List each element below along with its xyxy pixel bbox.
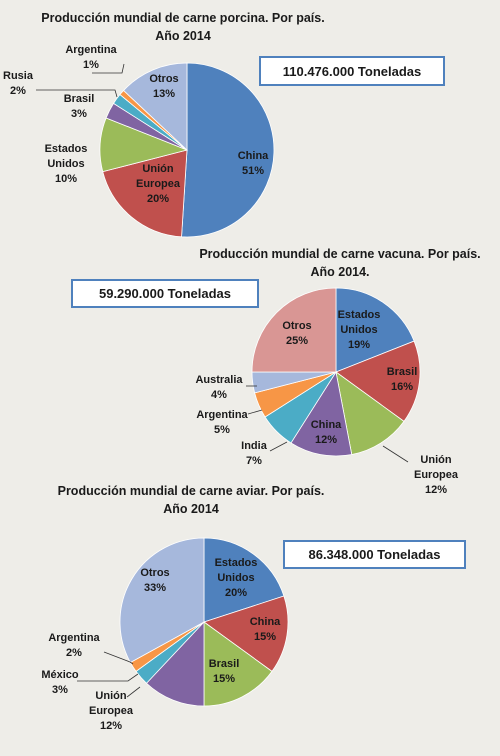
beef-label-brasil: Brasil 16% <box>387 366 418 393</box>
pork-pie-chart: Producción mundial de carne porcina. Por… <box>3 11 325 238</box>
poultry-label-otros: Otros 33% <box>140 567 169 594</box>
total-beef-box: 59.290.000 Toneladas <box>71 279 259 308</box>
poultry-slice-union <box>145 620 205 707</box>
beef-label-otros: Otros 25% <box>282 320 311 347</box>
pork-slice-otros <box>123 62 188 151</box>
beef-label-india: India 7% <box>241 440 268 467</box>
pork-label-china: China 51% <box>238 150 269 177</box>
beef-label-union: Unión Europea 12% <box>414 454 459 496</box>
beef-slice-estados <box>335 287 415 373</box>
poultry-slice-brasil <box>203 621 273 707</box>
poultry-slice-china <box>203 595 289 672</box>
pork-leader-rusia <box>36 89 118 98</box>
beef-label-china: China 12% <box>311 419 342 446</box>
beef-chart-title-line-2: Año 2014. <box>310 265 369 279</box>
total-pork-box: 110.476.000 Toneladas <box>259 56 445 86</box>
pork-label-otros: Otros 13% <box>149 73 178 100</box>
beef-leader-argentina <box>247 409 263 415</box>
pork-label-rusia: Rusia 2% <box>3 70 34 97</box>
poultry-label-china: China 15% <box>250 616 281 643</box>
poultry-label-estados: Estados Unidos 20% <box>215 557 258 599</box>
beef-pie-chart: Producción mundial de carne vacuna. Por … <box>195 247 480 496</box>
beef-label-argentina: Argentina 5% <box>196 409 248 436</box>
pork-slice-china <box>181 62 275 238</box>
pork-slice-union <box>102 149 188 238</box>
total-poultry-box: 86.348.000 Toneladas <box>283 540 466 569</box>
poultry-label-union: Unión Europea 12% <box>89 690 134 732</box>
poultry-slice-estados <box>203 537 285 623</box>
beef-slice-union <box>335 371 405 455</box>
pork-chart-title-line-2: Año 2014 <box>155 29 211 43</box>
poultry-chart-title-line-2: Año 2014 <box>163 502 219 516</box>
poultry-leader-argentina <box>103 651 134 665</box>
pork-label-union: Unión Europea 20% <box>136 163 181 205</box>
beef-slice-brasil <box>335 340 421 422</box>
pork-label-argentina: Argentina 1% <box>65 44 117 71</box>
beef-leader-union <box>382 445 409 463</box>
poultry-label-mexico: México 3% <box>41 669 79 696</box>
pork-leader-argentina <box>92 63 125 74</box>
beef-slice-otros <box>251 287 337 373</box>
poultry-chart-title-line-1: Producción mundial de carne aviar. Por p… <box>58 484 325 498</box>
poultry-label-brasil: Brasil 15% <box>209 658 240 685</box>
poultry-pie-chart: Producción mundial de carne aviar. Por p… <box>41 484 324 732</box>
beef-label-estados: Estados Unidos 19% <box>338 309 381 351</box>
poultry-leader-union <box>126 686 141 698</box>
beef-leader-india <box>269 441 288 452</box>
beef-label-australia: Australia 4% <box>195 374 243 401</box>
beef-slice-china <box>290 370 353 457</box>
pork-chart-title-line-1: Producción mundial de carne porcina. Por… <box>41 11 324 25</box>
poultry-label-argentina: Argentina 2% <box>48 632 100 659</box>
pork-label-estados: Estados Unidos 10% <box>45 143 88 185</box>
poultry-leader-mexico <box>77 673 139 682</box>
pork-label-brasil: Brasil 3% <box>64 93 95 120</box>
beef-chart-title-line-1: Producción mundial de carne vacuna. Por … <box>199 247 480 261</box>
poultry-slice-otros <box>119 537 205 664</box>
